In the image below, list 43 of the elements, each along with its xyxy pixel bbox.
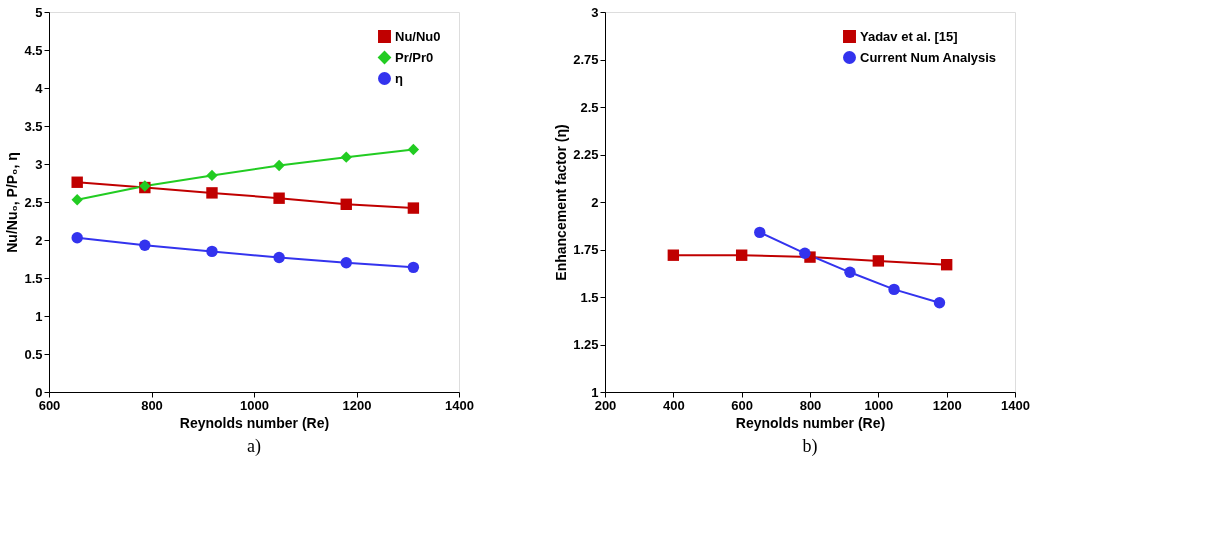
x-tick-label: 1000 <box>240 397 269 413</box>
legend-label: η <box>395 70 403 86</box>
x-tick-label: 600 <box>731 397 754 413</box>
y-tick-label: 1.25 <box>573 337 599 352</box>
y-tick-label: 3.5 <box>24 118 43 134</box>
x-tick-label: 1400 <box>1001 397 1030 413</box>
y-tick-label: 2.75 <box>573 52 599 67</box>
x-tick-label: 1200 <box>932 397 962 413</box>
y-tick-label: 0 <box>35 384 43 400</box>
y-tick-label: 1 <box>591 384 599 400</box>
x-tick-label: 1000 <box>864 397 894 413</box>
legend-label: Nu/Nu0 <box>395 28 441 44</box>
y-axis-title: Enhancement factor (η) <box>553 124 570 281</box>
y-tick-label: 2 <box>591 194 599 210</box>
y-tick-label: 1.5 <box>580 289 599 305</box>
y-tick-label: 1.5 <box>24 270 43 286</box>
x-tick-label: 400 <box>662 397 685 413</box>
legend-label: Current Num Analysis <box>860 49 997 65</box>
x-tick-label: 1400 <box>445 397 474 413</box>
legend-label: Pr/Pr0 <box>395 49 434 65</box>
x-tick-label: 1200 <box>342 397 372 413</box>
legend-label: Yadav et al. [15] <box>860 28 958 44</box>
x-tick-label: 800 <box>799 397 822 413</box>
x-axis-title: Reynolds number (Re) <box>735 414 886 431</box>
y-tick-label: 3 <box>35 156 43 172</box>
y-tick-label: 0.5 <box>24 346 43 362</box>
y-tick-label: 2.25 <box>573 147 599 162</box>
text: b) <box>802 436 818 457</box>
y-tick-label: 3 <box>591 4 599 20</box>
y-tick-label: 4.5 <box>24 42 43 58</box>
y-tick-label: 1.75 <box>573 242 599 257</box>
x-axis-title: Reynolds number (Re) <box>179 414 330 431</box>
y-axis-title: Nu/Nu₀, P/P₀, η <box>4 152 21 253</box>
y-tick-label: 2.5 <box>580 99 599 115</box>
x-tick-label: 600 <box>38 397 61 413</box>
y-tick-label: 2.5 <box>24 194 43 210</box>
y-tick-label: 5 <box>35 4 43 20</box>
x-tick-label: 800 <box>141 397 163 413</box>
y-tick-label: 2 <box>35 232 43 248</box>
y-tick-label: 1 <box>35 308 43 324</box>
text: a) <box>247 436 261 457</box>
x-tick-label: 200 <box>594 397 617 413</box>
y-tick-label: 4 <box>35 80 44 96</box>
